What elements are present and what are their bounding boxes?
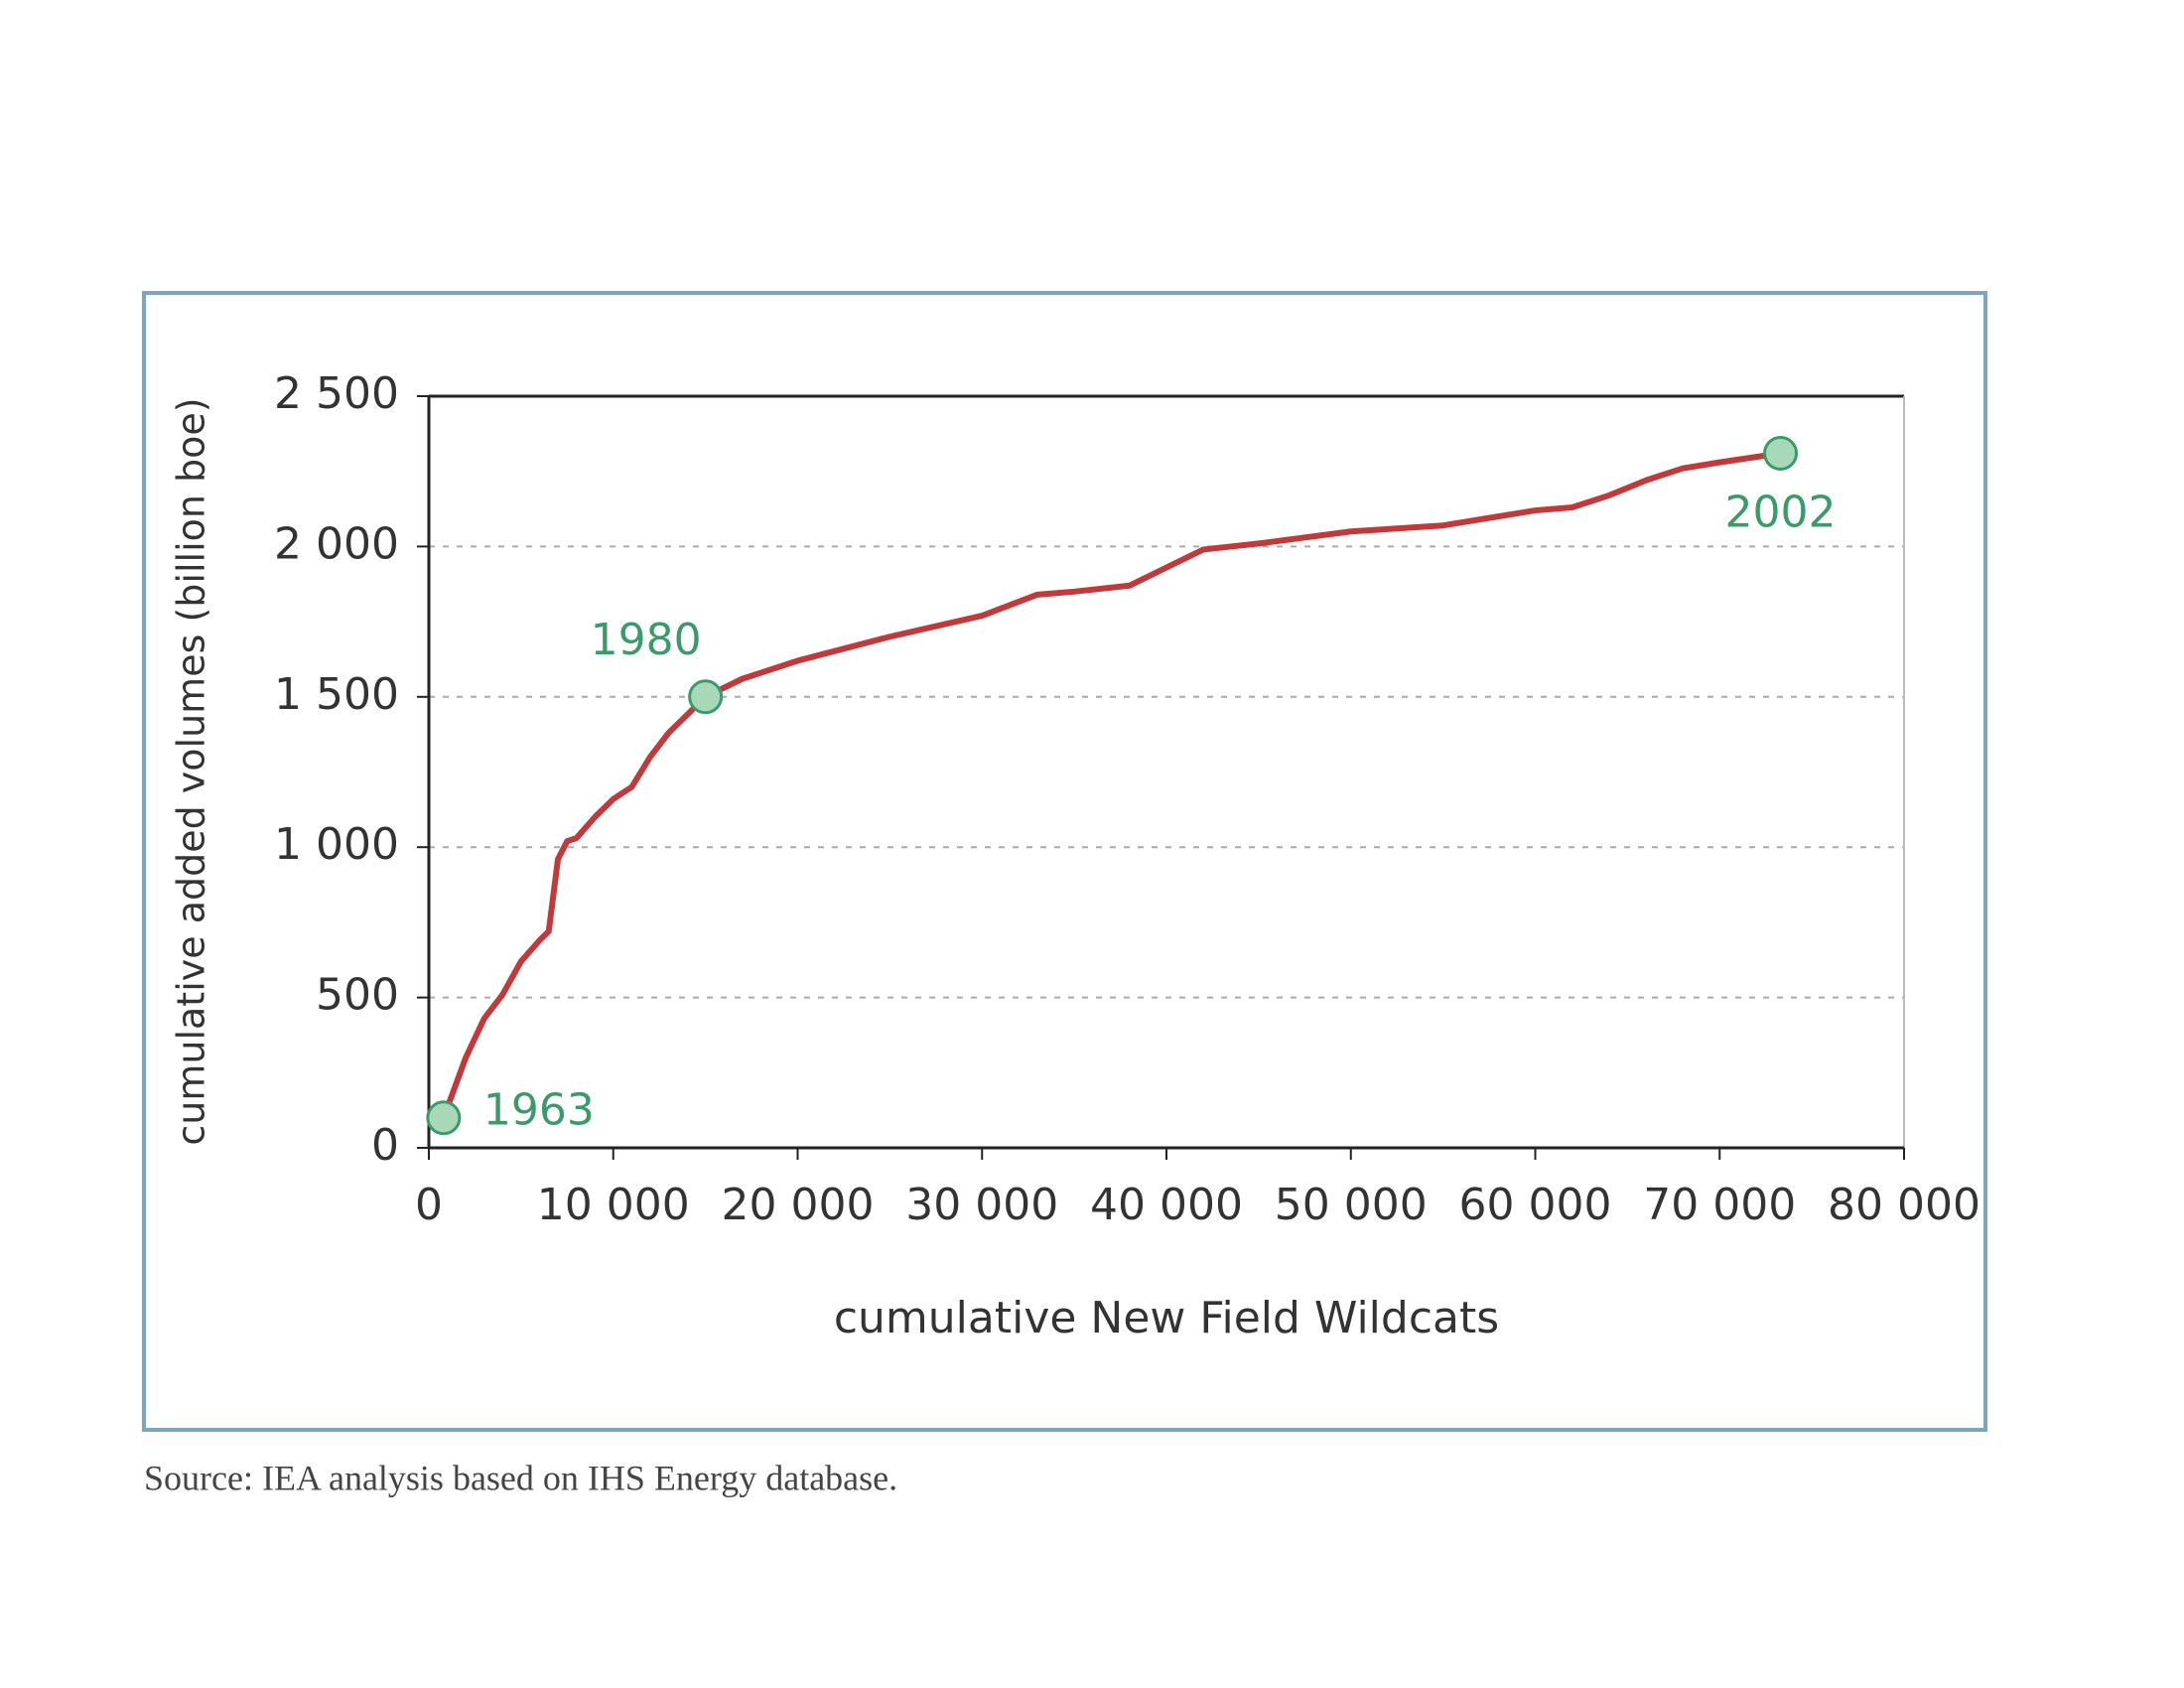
annotation-label: 1963: [483, 1085, 595, 1136]
x-tick-label: 50 000: [1275, 1180, 1428, 1230]
x-tick-label: 60 000: [1459, 1180, 1612, 1230]
y-tick-label: 1 000: [274, 819, 399, 870]
annotation-label: 1980: [591, 615, 702, 665]
y-tick-label: 2 000: [274, 518, 399, 569]
y-axis-title: cumulative added volumes (billion boe): [170, 397, 213, 1145]
annotation-marker: [1763, 436, 1799, 472]
y-tick-label: 1 500: [274, 669, 399, 720]
x-axis-title: cumulative New Field Wildcats: [834, 1293, 1499, 1343]
x-tick-label: 10 000: [537, 1180, 690, 1230]
chart-frame: [142, 291, 1987, 1432]
x-tick-label: 30 000: [905, 1180, 1058, 1230]
annotation-label: 2002: [1725, 488, 1837, 538]
x-tick-label: 70 000: [1643, 1180, 1796, 1230]
x-tick-label: 0: [415, 1180, 443, 1230]
source-note: Source: IEA analysis based on IHS Energy…: [144, 1458, 897, 1497]
y-tick-label: 0: [371, 1120, 399, 1171]
x-tick-label: 40 000: [1090, 1180, 1243, 1230]
annotation-marker: [426, 1100, 462, 1136]
data-line: [441, 450, 1781, 1119]
y-tick-label: 500: [316, 970, 399, 1021]
x-tick-label: 20 000: [722, 1180, 875, 1230]
y-tick-label: 2 500: [274, 368, 399, 419]
x-tick-label: 80 000: [1828, 1180, 1980, 1230]
annotation-marker: [688, 679, 724, 715]
